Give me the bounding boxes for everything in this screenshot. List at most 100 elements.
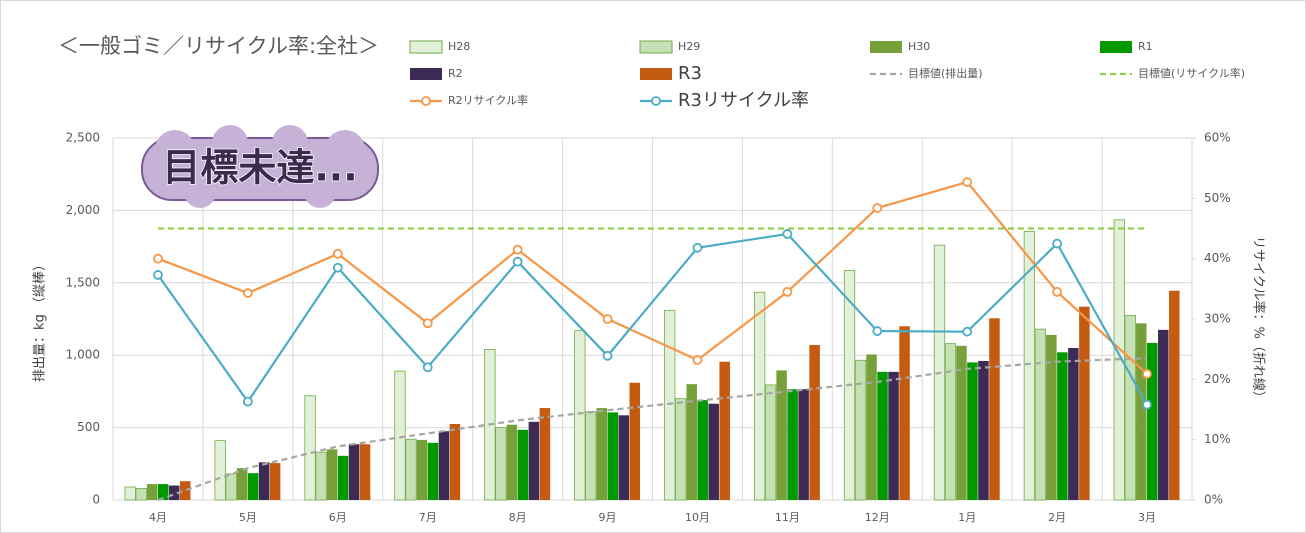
line-marker xyxy=(692,242,703,253)
bar xyxy=(405,438,417,501)
x-tick-label: 11月 xyxy=(775,511,800,524)
legend-swatch xyxy=(410,68,442,80)
bar xyxy=(157,484,169,500)
line-marker xyxy=(782,229,793,239)
y2-axis-label: リサイクル率：%（折れ線） xyxy=(1251,236,1267,404)
bar xyxy=(348,444,360,500)
bar xyxy=(809,345,820,500)
line-marker xyxy=(512,244,523,255)
bar xyxy=(1046,334,1057,500)
y2-tick-label: 40% xyxy=(1204,251,1231,265)
y-tick-label: 2,000 xyxy=(66,203,100,217)
bar xyxy=(753,291,766,501)
y-tick-label: 1,000 xyxy=(66,348,100,362)
x-tick-label: 9月 xyxy=(599,511,617,524)
x-tick-label: 12月 xyxy=(865,511,890,524)
line-marker xyxy=(602,350,613,361)
y-tick-label: 1,500 xyxy=(66,275,100,289)
bar xyxy=(877,371,888,500)
legend-label: H29 xyxy=(678,40,700,53)
bar xyxy=(585,411,597,501)
x-tick-label: 3月 xyxy=(1138,511,1156,524)
bar xyxy=(956,345,967,500)
legend-marker xyxy=(421,96,431,106)
bar xyxy=(798,389,809,500)
bar xyxy=(506,424,518,500)
y2-tick-label: 30% xyxy=(1204,312,1231,326)
legend-marker xyxy=(651,96,661,106)
bar xyxy=(899,326,910,500)
line-marker xyxy=(962,177,973,187)
legend-label: H28 xyxy=(448,40,470,53)
line-marker xyxy=(153,270,163,280)
bar xyxy=(326,449,338,500)
bar xyxy=(944,343,957,501)
line-marker xyxy=(422,362,433,373)
bar xyxy=(664,309,676,501)
y2-tick-label: 50% xyxy=(1204,191,1231,205)
y2-tick-label: 20% xyxy=(1204,372,1231,386)
annotation: 目標未達... xyxy=(162,146,357,190)
x-tick-label: 8月 xyxy=(509,511,527,524)
bar xyxy=(866,354,877,500)
legend-swatch xyxy=(1100,41,1132,53)
bar xyxy=(449,423,461,500)
y2-tick-label: 60% xyxy=(1204,131,1231,145)
bar xyxy=(124,486,136,501)
bar xyxy=(269,463,281,500)
bar xyxy=(629,382,641,500)
bar xyxy=(787,389,798,500)
line-marker xyxy=(332,262,343,273)
bar xyxy=(438,431,450,500)
line-marker xyxy=(872,203,883,213)
bar xyxy=(989,318,1000,500)
x-tick-label: 2月 xyxy=(1048,511,1066,524)
bar xyxy=(214,440,226,501)
bar xyxy=(686,384,697,500)
legend-label: R1 xyxy=(1138,40,1153,53)
bar xyxy=(225,473,237,501)
x-tick-label: 5月 xyxy=(239,511,257,524)
line-marker xyxy=(242,396,253,407)
legend-label: R3 xyxy=(678,63,702,84)
x-tick-label: 4月 xyxy=(149,511,167,524)
bar xyxy=(1023,230,1036,501)
bar xyxy=(517,429,529,500)
annotation-cloud: 目標未達... xyxy=(141,125,379,208)
plot: 0 500 1,000 1,500 2,000 2,500 0% 10% 20% 30% 40% 50… xyxy=(66,131,1231,525)
y2-tick-label: 0% xyxy=(1204,493,1223,507)
line-marker xyxy=(1142,399,1152,410)
x-tick-label: 7月 xyxy=(419,511,437,524)
line-marker xyxy=(1052,238,1063,249)
legend-swatch xyxy=(409,40,443,54)
bar xyxy=(236,468,248,500)
legend-swatch xyxy=(640,68,672,80)
y2-tick-label: 10% xyxy=(1204,432,1231,446)
bar xyxy=(607,412,619,500)
line-marker xyxy=(1052,286,1063,297)
bar xyxy=(495,427,507,501)
line xyxy=(157,232,1149,406)
legend-label: H30 xyxy=(908,40,930,53)
bar xyxy=(416,439,428,500)
bar xyxy=(1034,328,1047,501)
bar xyxy=(1079,306,1090,500)
y-tick-label: 500 xyxy=(77,420,100,434)
bar xyxy=(1057,352,1068,500)
bar xyxy=(337,455,349,500)
bar xyxy=(618,415,630,500)
bar xyxy=(888,371,899,500)
bar xyxy=(1136,323,1147,500)
bar xyxy=(978,360,989,500)
y-tick-label: 0 xyxy=(92,493,100,507)
bar xyxy=(1147,342,1158,500)
line-marker xyxy=(512,256,523,267)
bar xyxy=(764,384,777,501)
bar xyxy=(539,408,551,500)
bar xyxy=(528,421,540,500)
bar xyxy=(394,370,406,501)
line-marker xyxy=(602,314,613,324)
line-marker xyxy=(782,286,793,297)
legend-label: R3リサイクル率 xyxy=(678,90,809,111)
bar xyxy=(1124,314,1136,501)
